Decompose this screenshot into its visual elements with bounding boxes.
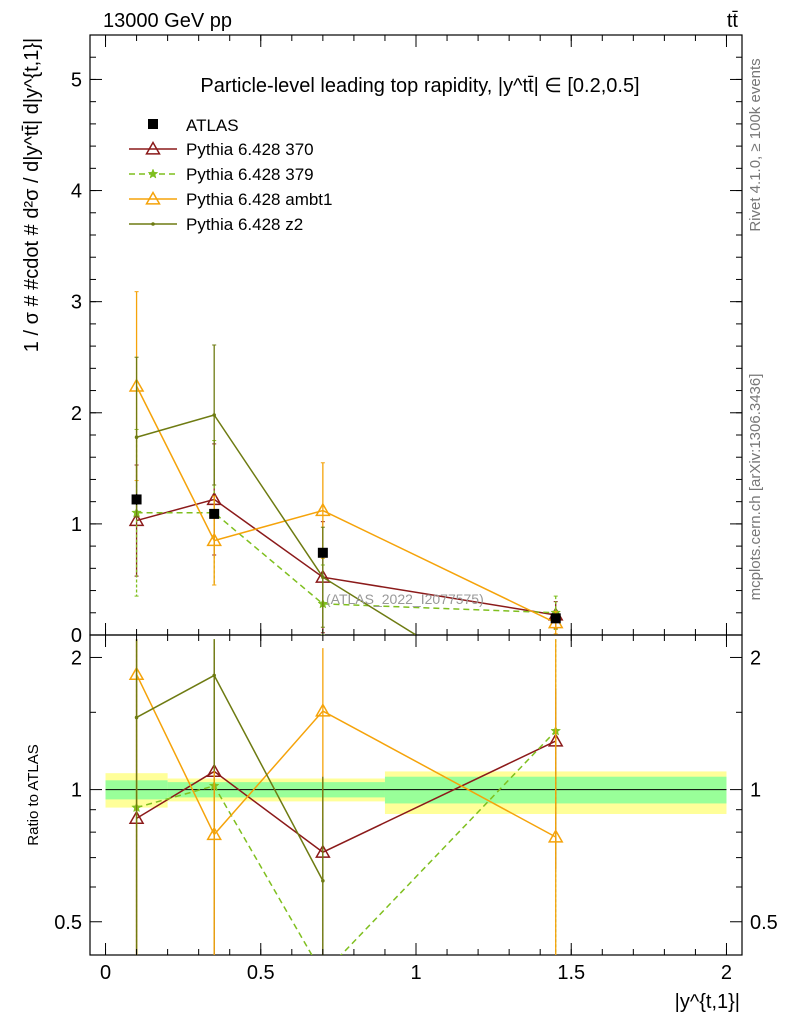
rivet-label: Rivet 4.1.0, ≥ 100k events bbox=[747, 58, 764, 231]
ratio-y-tick-label-right: 2 bbox=[750, 647, 761, 669]
x-tick-label: 2 bbox=[721, 962, 732, 984]
ratio-series-3 bbox=[134, 639, 325, 955]
y-axis-label: 1 / σ # #cdot # d²σ / d|y^tt̄| d|y^{t,1}… bbox=[21, 38, 43, 352]
ratio-line bbox=[136, 740, 557, 854]
atlas-point bbox=[131, 494, 142, 505]
legend-label: Pythia 6.428 379 bbox=[186, 165, 314, 184]
x-tick-label: 1.5 bbox=[557, 962, 585, 984]
ratio-line bbox=[136, 730, 557, 955]
data-point bbox=[206, 532, 222, 547]
y-tick-label: 4 bbox=[71, 181, 82, 203]
energy-label: 13000 GeV pp bbox=[103, 10, 232, 32]
atlas-point bbox=[209, 508, 220, 519]
analysis-watermark: (ATLAS_2022_I2077575) bbox=[326, 591, 484, 607]
legend-label: Pythia 6.428 z2 bbox=[186, 215, 303, 234]
series-line bbox=[136, 512, 556, 614]
legend-marker bbox=[151, 222, 155, 226]
ratio-point bbox=[318, 969, 328, 978]
axes: 0 1 2 3 4 5 0 0.5 1 1.5 2 0.5 0.5 1 1 2 2 bbox=[54, 35, 778, 984]
x-tick-label: 0.5 bbox=[247, 962, 275, 984]
series-3 bbox=[134, 344, 417, 635]
ratio-y-axis-label: Ratio to ATLAS bbox=[25, 744, 42, 845]
atlas-point bbox=[550, 613, 561, 624]
legend-label-atlas: ATLAS bbox=[186, 116, 239, 135]
ratio-y-tick-label-right: 1 bbox=[750, 780, 761, 802]
legend: ATLAS Pythia 6.428 370 Pythia 6.428 379 Pyt… bbox=[129, 116, 332, 234]
y-tick-label: 0 bbox=[71, 625, 82, 647]
legend-marker bbox=[147, 168, 159, 179]
ratio-y-tick-label: 2 bbox=[71, 647, 82, 669]
ratio-point bbox=[134, 715, 139, 720]
ratio-y-tick-label: 1 bbox=[71, 780, 82, 802]
data-point bbox=[321, 575, 325, 580]
y-tick-label: 5 bbox=[71, 69, 82, 91]
legend-marker bbox=[145, 190, 161, 205]
series-2 bbox=[128, 291, 564, 635]
data-point bbox=[134, 435, 139, 440]
atlas-data bbox=[131, 493, 561, 624]
ratio-point bbox=[212, 673, 216, 678]
ratio-y-tick-label: 0.5 bbox=[54, 912, 82, 934]
y-tick-label: 2 bbox=[71, 403, 82, 425]
ratio-point bbox=[315, 703, 331, 717]
ratio-point bbox=[206, 826, 222, 841]
atlas-point bbox=[317, 547, 328, 558]
x-tick-label: 1 bbox=[410, 962, 421, 984]
legend-marker bbox=[145, 140, 161, 155]
y-tick-label: 1 bbox=[71, 514, 82, 536]
series-line bbox=[136, 414, 417, 635]
legend-label: Pythia 6.428 ambt1 bbox=[186, 190, 332, 209]
y-tick-label: 3 bbox=[71, 292, 82, 314]
chart-title: Particle-level leading top rapidity, |y^… bbox=[200, 75, 639, 97]
ratio-line bbox=[135, 674, 557, 838]
series-line bbox=[136, 498, 556, 616]
data-point bbox=[315, 502, 331, 517]
x-axis-label: |y^{t,1}| bbox=[675, 991, 740, 1013]
ratio-y-tick-label-right: 0.5 bbox=[750, 912, 778, 934]
process-label: tt̄ bbox=[727, 10, 739, 32]
mcplots-label: mcplots.cern.ch [arXiv:1306.3436] bbox=[747, 374, 764, 601]
legend-marker-atlas bbox=[148, 119, 158, 129]
series-line bbox=[135, 385, 557, 624]
x-tick-label: 0 bbox=[100, 962, 111, 984]
ratio-point bbox=[321, 878, 325, 883]
ratio-point bbox=[547, 828, 564, 843]
data-point bbox=[212, 413, 216, 417]
legend-label: Pythia 6.428 370 bbox=[186, 140, 314, 159]
